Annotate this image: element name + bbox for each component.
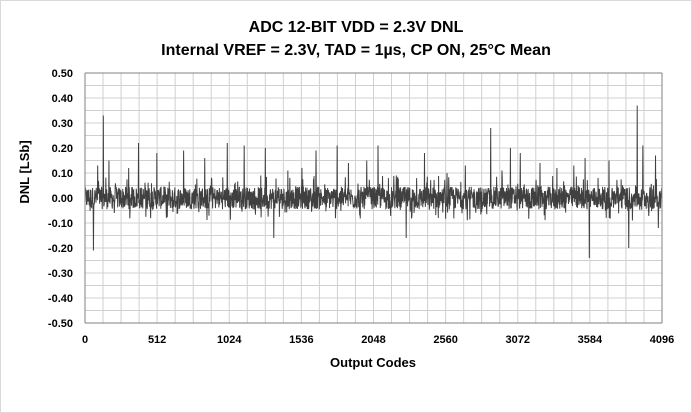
y-tick-label: -0.50: [48, 318, 73, 330]
dnl-series-line: [84, 105, 663, 259]
y-tick-label: -0.40: [48, 293, 73, 305]
y-tick-label: 0.30: [52, 118, 73, 130]
x-tick-label: 1536: [289, 334, 313, 346]
chart-title-line2: Internal VREF = 2.3V, TAD = 1µs, CP ON, …: [161, 42, 551, 59]
y-tick-label: -0.10: [48, 218, 73, 230]
x-tick-label: 3584: [578, 334, 603, 346]
y-axis-label: DNL [LSb]: [17, 140, 32, 203]
y-tick-label: 0.10: [52, 168, 73, 180]
axes: [84, 72, 663, 324]
y-tick-label: -0.20: [48, 243, 73, 255]
x-tick-label: 1024: [217, 334, 242, 346]
y-tick-label: 0.40: [52, 93, 73, 105]
series-group: [84, 105, 663, 259]
x-tick-label: 512: [148, 334, 166, 346]
x-tick-label: 3072: [506, 334, 530, 346]
y-tick-labels: 0.50 0.40 0.30 0.20 0.10 0.00 -0.10 -0.20 -0.30 -…: [48, 68, 73, 330]
y-tick-label: 0.50: [52, 68, 73, 80]
x-tick-label: 4096: [650, 334, 674, 346]
y-tick-label: 0.20: [52, 143, 73, 155]
x-tick-labels: 0 512 1024 1536 2048 2560 3072 3584 4096: [82, 334, 674, 346]
y-tick-label: 0.00: [52, 193, 73, 205]
y-tick-label: -0.30: [48, 268, 73, 280]
grid: [84, 72, 663, 324]
chart-title-line1: ADC 12-BIT VDD = 2.3V DNL: [249, 19, 464, 36]
x-tick-label: 0: [82, 334, 88, 346]
x-tick-label: 2560: [433, 334, 457, 346]
x-axis-label: Output Codes: [330, 355, 416, 370]
x-tick-label: 2048: [361, 334, 385, 346]
